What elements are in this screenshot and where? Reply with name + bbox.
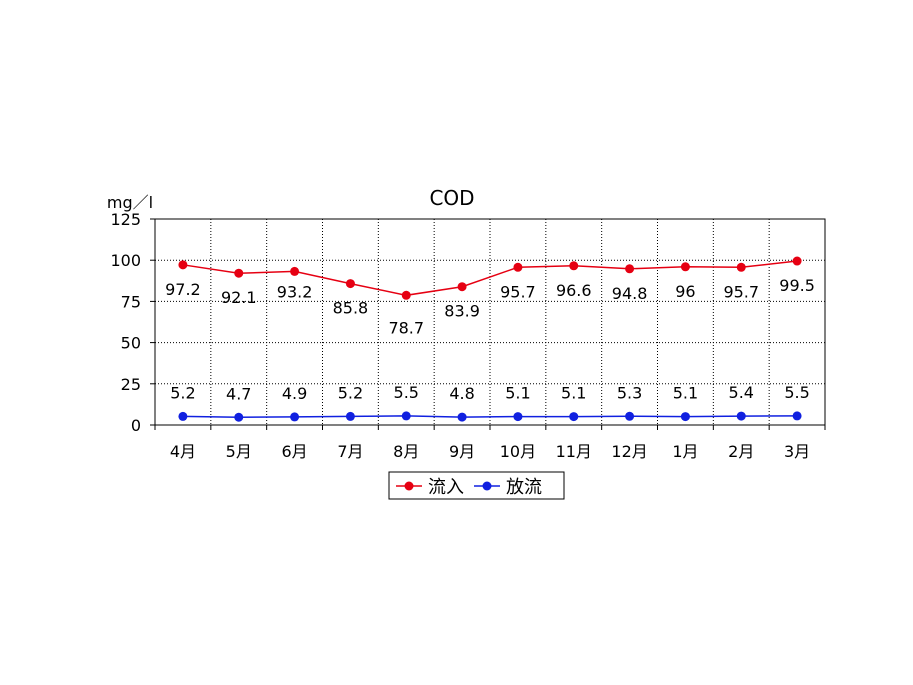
y-axis-unit-label: mg／l xyxy=(107,193,153,212)
data-point xyxy=(680,412,690,422)
data-point xyxy=(736,411,746,421)
data-label: 94.8 xyxy=(612,284,648,303)
data-label: 97.2 xyxy=(165,280,201,299)
data-point xyxy=(513,262,523,272)
x-tick-label: 6月 xyxy=(281,442,307,461)
data-point xyxy=(680,262,690,272)
data-label: 5.4 xyxy=(729,383,754,402)
data-label: 96 xyxy=(675,282,695,301)
series-outflow: 5.2 4.7 4.9 5.2 5.5 4.8 5.1 5.1 5.3 5.1 5.4 5.5 xyxy=(170,383,810,422)
legend-label: 放流 xyxy=(506,477,542,498)
data-point xyxy=(234,412,244,422)
x-tick-label: 1月 xyxy=(672,442,698,461)
data-label: 5.3 xyxy=(617,383,642,402)
x-tick-label: 5月 xyxy=(226,442,252,461)
data-label: 4.9 xyxy=(282,384,307,403)
data-label: 95.7 xyxy=(500,282,536,301)
data-point xyxy=(457,412,467,422)
data-point xyxy=(569,412,579,422)
data-point xyxy=(792,411,802,421)
x-tick-label: 2月 xyxy=(728,442,754,461)
data-label: 4.8 xyxy=(449,384,474,403)
x-tick-label: 3月 xyxy=(784,442,810,461)
data-point xyxy=(513,412,523,422)
data-point xyxy=(178,411,188,421)
data-label: 5.1 xyxy=(561,384,586,403)
data-point xyxy=(345,411,355,421)
x-tick-label: 10月 xyxy=(500,442,536,461)
y-axis-ticks: 0 25 50 75 100 125 xyxy=(110,210,155,435)
data-label: 96.6 xyxy=(556,281,592,300)
data-point xyxy=(178,260,188,270)
data-point xyxy=(401,290,411,300)
series-layer: 97.2 92.1 93.2 85.8 78.7 83.9 95.7 96.6 94.8 96 95… xyxy=(165,256,815,422)
data-label: 78.7 xyxy=(388,318,424,337)
y-tick-label: 100 xyxy=(110,251,141,270)
data-point xyxy=(290,412,300,422)
y-tick-label: 50 xyxy=(121,334,141,353)
data-point xyxy=(401,411,411,421)
legend-marker xyxy=(404,481,414,491)
data-label: 85.8 xyxy=(333,299,369,318)
data-label: 95.7 xyxy=(723,282,759,301)
x-tick-label: 7月 xyxy=(337,442,363,461)
data-label: 5.2 xyxy=(170,383,195,402)
y-tick-label: 25 xyxy=(121,375,141,394)
data-label: 93.2 xyxy=(277,282,313,301)
legend: 流入 放流 xyxy=(388,471,565,500)
data-label: 83.9 xyxy=(444,302,480,321)
data-point xyxy=(457,282,467,292)
data-point xyxy=(290,266,300,276)
gridlines xyxy=(155,219,825,425)
x-tick-label: 8月 xyxy=(393,442,419,461)
series-line xyxy=(182,415,798,419)
legend-marker xyxy=(482,481,492,491)
chart-title: COD xyxy=(429,186,474,210)
x-tick-label: 11月 xyxy=(556,442,592,461)
data-point xyxy=(345,279,355,289)
data-point xyxy=(234,268,244,278)
legend-label: 流入 xyxy=(428,477,464,498)
data-point xyxy=(736,262,746,272)
data-label: 5.2 xyxy=(338,383,363,402)
data-point xyxy=(792,256,802,266)
data-label: 5.1 xyxy=(505,384,530,403)
y-tick-label: 75 xyxy=(121,292,141,311)
data-label: 5.5 xyxy=(394,383,419,402)
data-point xyxy=(625,264,635,274)
x-tick-label: 12月 xyxy=(611,442,647,461)
data-point xyxy=(625,411,635,421)
y-tick-label: 0 xyxy=(131,416,141,435)
series-inflow: 97.2 92.1 93.2 85.8 78.7 83.9 95.7 96.6 94.8 96 95… xyxy=(165,256,815,337)
x-tick-label: 4月 xyxy=(170,442,196,461)
data-label: 92.1 xyxy=(221,288,257,307)
y-tick-label: 125 xyxy=(110,210,141,229)
x-axis-ticks: 4月 5月 6月 7月 8月 9月 10月 11月 12月 1月 2月 3月 xyxy=(154,425,826,461)
data-label: 99.5 xyxy=(779,276,815,295)
data-label: 4.7 xyxy=(226,384,251,403)
series-line xyxy=(182,260,798,297)
data-point xyxy=(569,261,579,271)
data-label: 5.1 xyxy=(673,384,698,403)
data-label: 5.5 xyxy=(784,383,809,402)
x-tick-label: 9月 xyxy=(449,442,475,461)
